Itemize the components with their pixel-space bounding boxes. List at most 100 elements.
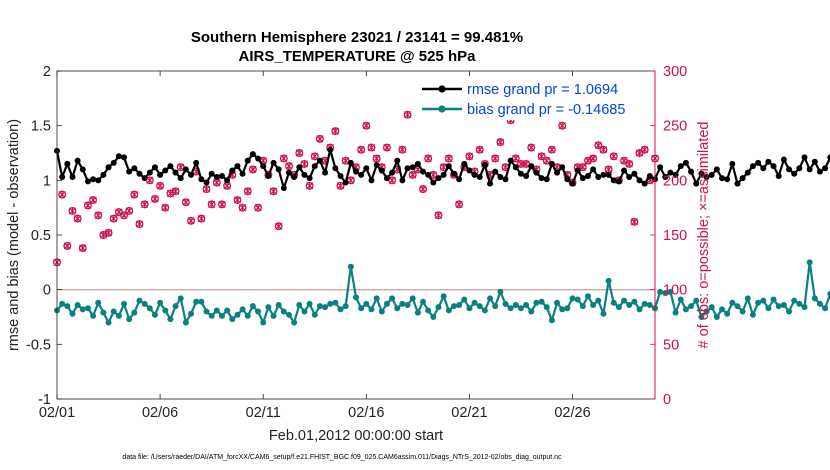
bias-point — [353, 294, 359, 301]
bias-point — [208, 312, 215, 319]
bias-point — [760, 297, 767, 304]
rmse-point — [574, 167, 581, 174]
rmse-point — [523, 172, 530, 179]
rmse-point — [327, 146, 334, 153]
bias-point — [672, 309, 679, 316]
bias-point — [492, 303, 499, 310]
rmse-point — [234, 163, 241, 170]
obs-count-marker — [434, 211, 443, 220]
bias-point — [677, 296, 684, 303]
obs-assimilated-cross — [187, 216, 195, 225]
rmse-point — [554, 169, 561, 176]
rmse-point — [780, 156, 787, 163]
rmse-point — [146, 169, 153, 176]
rmse-point — [337, 172, 344, 179]
bias-point — [755, 299, 762, 306]
bias-point — [682, 306, 689, 313]
bias-point — [662, 289, 669, 296]
rmse-point — [203, 179, 210, 186]
obs-count-marker — [94, 211, 103, 220]
y2-tick-label: 250 — [663, 119, 687, 135]
obs-assimilated-cross — [434, 211, 443, 220]
obs-assimilated-cross — [599, 145, 608, 154]
rmse-point — [662, 174, 669, 181]
rmse-point — [481, 162, 488, 169]
obs-assimilated-cross — [295, 149, 303, 157]
rmse-point — [641, 180, 648, 187]
obs-assimilated-cross — [641, 145, 649, 154]
bias-point — [435, 304, 442, 311]
bias-point — [389, 295, 396, 302]
rmse-point — [316, 157, 323, 164]
bias-point — [450, 303, 457, 310]
obs-assimilated-cross — [316, 134, 324, 143]
obs-assimilated-cross — [218, 200, 226, 209]
bias-point — [373, 295, 380, 302]
bias-point — [667, 288, 674, 295]
obs-assimilated-cross — [543, 156, 551, 165]
obs-assimilated-cross — [58, 190, 66, 199]
obs-count-marker — [589, 154, 598, 163]
obs-count-marker — [218, 200, 226, 209]
obs-assimilated-cross — [496, 138, 504, 146]
bias-point — [218, 312, 225, 319]
obs-count-marker — [578, 163, 587, 172]
y2-tick-label: 0 — [663, 392, 671, 408]
rmse-point — [95, 177, 102, 184]
rmse-point — [461, 160, 468, 167]
y-axis-label: rmse and bias (model - observation) — [6, 119, 22, 351]
obs-count-marker — [558, 121, 567, 130]
bias-point — [600, 310, 607, 317]
rmse-point — [136, 170, 143, 177]
rmse-point — [631, 170, 638, 177]
bias-point — [564, 305, 571, 312]
bias-point — [548, 317, 555, 324]
obs-count-marker — [496, 138, 505, 147]
obs-assimilated-cross — [104, 229, 113, 237]
rmse-point — [193, 159, 200, 166]
bias-point — [234, 311, 241, 318]
rmse-point — [182, 166, 189, 173]
obs-assimilated-cross — [300, 160, 309, 168]
rmse-point — [121, 154, 128, 161]
obs-count-marker — [63, 241, 72, 250]
obs-assimilated-cross — [233, 196, 242, 204]
rmse-point — [610, 177, 617, 184]
bias-point — [615, 304, 622, 311]
rmse-point — [74, 157, 81, 164]
bias-point — [383, 300, 390, 307]
bias-point — [358, 305, 365, 312]
rmse-point — [466, 167, 473, 174]
bias-point — [301, 308, 308, 315]
rmse-point — [208, 170, 215, 177]
rmse-point — [816, 168, 823, 175]
bias-point — [481, 307, 488, 314]
y-axis-ticks: -1 -0.5 0 0.5 1 1.5 2 — [26, 64, 62, 408]
rmse-point — [719, 175, 726, 182]
obs-assimilated-cross — [610, 152, 618, 161]
y-tick-label: 1 — [43, 173, 51, 189]
legend-bias-label: bias grand pr = -0.14685 — [467, 102, 625, 118]
y2-tick-label: 50 — [663, 337, 679, 353]
rmse-point — [579, 175, 586, 182]
rmse-point — [275, 166, 282, 173]
obs-count-marker — [274, 222, 283, 231]
rmse-point — [157, 171, 164, 178]
obs-count-marker — [372, 154, 381, 163]
obs-count-marker — [254, 203, 263, 212]
rmse-point — [404, 165, 411, 172]
rmse-point — [255, 155, 262, 162]
obs-count-marker — [331, 127, 340, 136]
bias-point — [724, 310, 731, 317]
bias-point — [425, 307, 432, 314]
rmse-point — [646, 172, 653, 179]
obs-count-marker — [444, 154, 453, 163]
obs-assimilated-cross — [275, 222, 283, 231]
x-tick-label: 02/11 — [246, 405, 281, 421]
bias-point — [466, 305, 473, 312]
bias-point — [146, 305, 153, 312]
obs-assimilated-cross — [110, 214, 118, 223]
rmse-point — [724, 176, 731, 183]
rmse-point — [126, 168, 133, 175]
obs-assimilated-cross — [141, 200, 149, 209]
